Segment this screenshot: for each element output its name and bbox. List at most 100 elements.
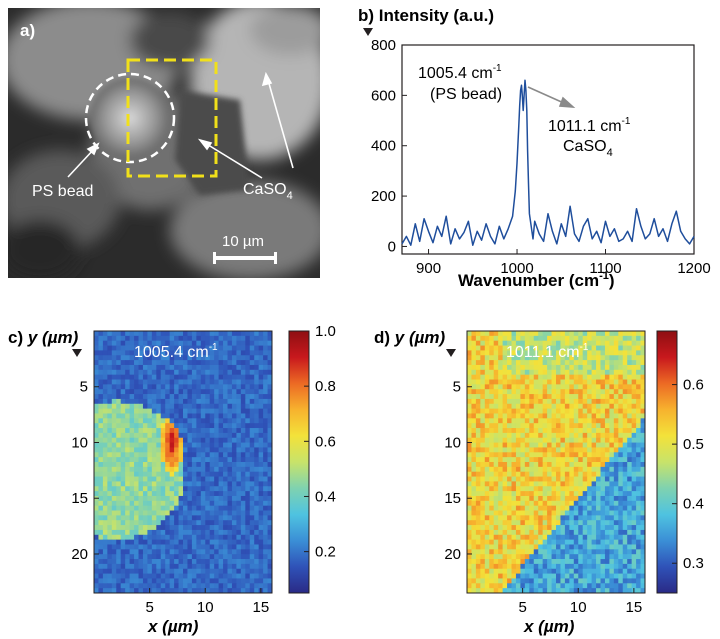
heatmap-cell [245,500,251,507]
heatmap-cell [254,471,260,477]
heatmap-cell [129,374,135,380]
heatmap-cell [223,568,228,574]
heatmap-cell [604,423,610,429]
heatmap-cell [147,481,153,487]
heatmap-cell [493,360,499,366]
heatmap-cell [134,408,139,414]
heatmap-cell [480,500,486,507]
heatmap-cell [551,418,557,424]
heatmap-cell [618,462,624,468]
heatmap-cell [600,529,606,536]
heatmap-cell [151,462,157,468]
heatmap-cell [165,335,171,342]
heatmap-cell [515,462,521,468]
heatmap-cell [240,452,246,458]
heatmap-cell [560,534,566,541]
heatmap-cell [578,452,584,458]
heatmap-cell [165,568,171,574]
heatmap-cell [205,510,211,516]
heatmap-cell [151,471,157,477]
heatmap-cell [138,583,144,589]
heatmap-cell [169,471,175,477]
heatmap-cell [147,398,153,405]
heatmap-cell [564,568,570,574]
heatmap-cell [471,374,477,380]
heatmap-cell [200,345,206,351]
heatmap-cell [551,413,557,419]
heatmap-cell [587,491,592,497]
heatmap-cell [209,364,215,371]
heatmap-cell [542,379,548,385]
heatmap-cell [587,403,592,410]
heatmap-cell [205,398,211,405]
heatmap-cell [609,428,615,434]
heatmap-cell [227,452,233,458]
heatmap-cell [120,432,126,439]
heatmap-cell [507,559,512,565]
heatmap-cell [263,563,268,570]
heatmap-cell [542,340,548,346]
heatmap-cell [214,559,219,565]
heatmap-cell [582,544,588,550]
heatmap-cell [640,452,646,458]
heatmap-cell [538,369,544,376]
heatmap-cell [613,389,619,395]
heatmap-cell [609,355,615,361]
heatmap-cell [102,437,108,443]
heatmap-cell [227,481,233,487]
heatmap-cell [187,364,193,371]
heatmap-cell [169,374,175,380]
heatmap-cell [227,408,233,414]
heatmap-cell [569,588,575,594]
heatmap-cell [511,369,517,376]
heatmap-cell [169,408,175,414]
heatmap-cell [165,510,171,516]
heatmap-xtick-label: 15 [253,599,270,616]
heatmap-cell [200,340,206,346]
heatmap-cell [129,428,135,434]
heatmap-cell [223,520,228,526]
heatmap-cell [467,423,472,429]
heatmap-cell [196,583,202,589]
heatmap-cell [245,423,251,429]
heatmap-cell [209,588,215,594]
heatmap-cell [604,481,610,487]
heatmap-cell [467,360,472,366]
heatmap-cell [160,573,166,579]
heatmap-cell [564,554,570,560]
heatmap-cell [245,403,251,410]
heatmap-cell [551,389,557,395]
heatmap-cell [538,583,544,589]
heatmap-cell [111,559,117,565]
heatmap-cell [618,379,624,385]
heatmap-cell [484,369,490,376]
heatmap-cell [111,398,117,405]
heatmap-cell [94,583,99,589]
heatmap-cell [183,525,188,531]
heatmap-cell [116,495,122,502]
heatmap-cell [631,539,637,545]
heatmap-cell [631,471,637,477]
heatmap-cell [191,573,197,579]
heatmap-cell [138,539,144,545]
heatmap-cell [569,563,575,570]
heatmap-cell [609,515,615,521]
heatmap-cell [191,568,197,574]
heatmap-cell [102,408,108,414]
heatmap-cell [231,510,237,516]
heatmap-cell [236,568,242,574]
heatmap-cell [209,413,215,419]
heatmap-cell [223,335,228,342]
heatmap-cell [178,437,184,443]
heatmap-cell [556,466,561,473]
heatmap-cell [489,408,495,414]
heatmap-cell [564,394,570,400]
heatmap-cell [471,476,477,482]
heatmap-cell [205,554,211,560]
heatmap-cell [169,549,175,555]
heatmap-cell [467,369,472,376]
heatmap-cell [467,529,472,536]
heatmap-cell [102,476,108,482]
heatmap-cell [94,374,99,380]
heatmap-cell [111,408,117,414]
